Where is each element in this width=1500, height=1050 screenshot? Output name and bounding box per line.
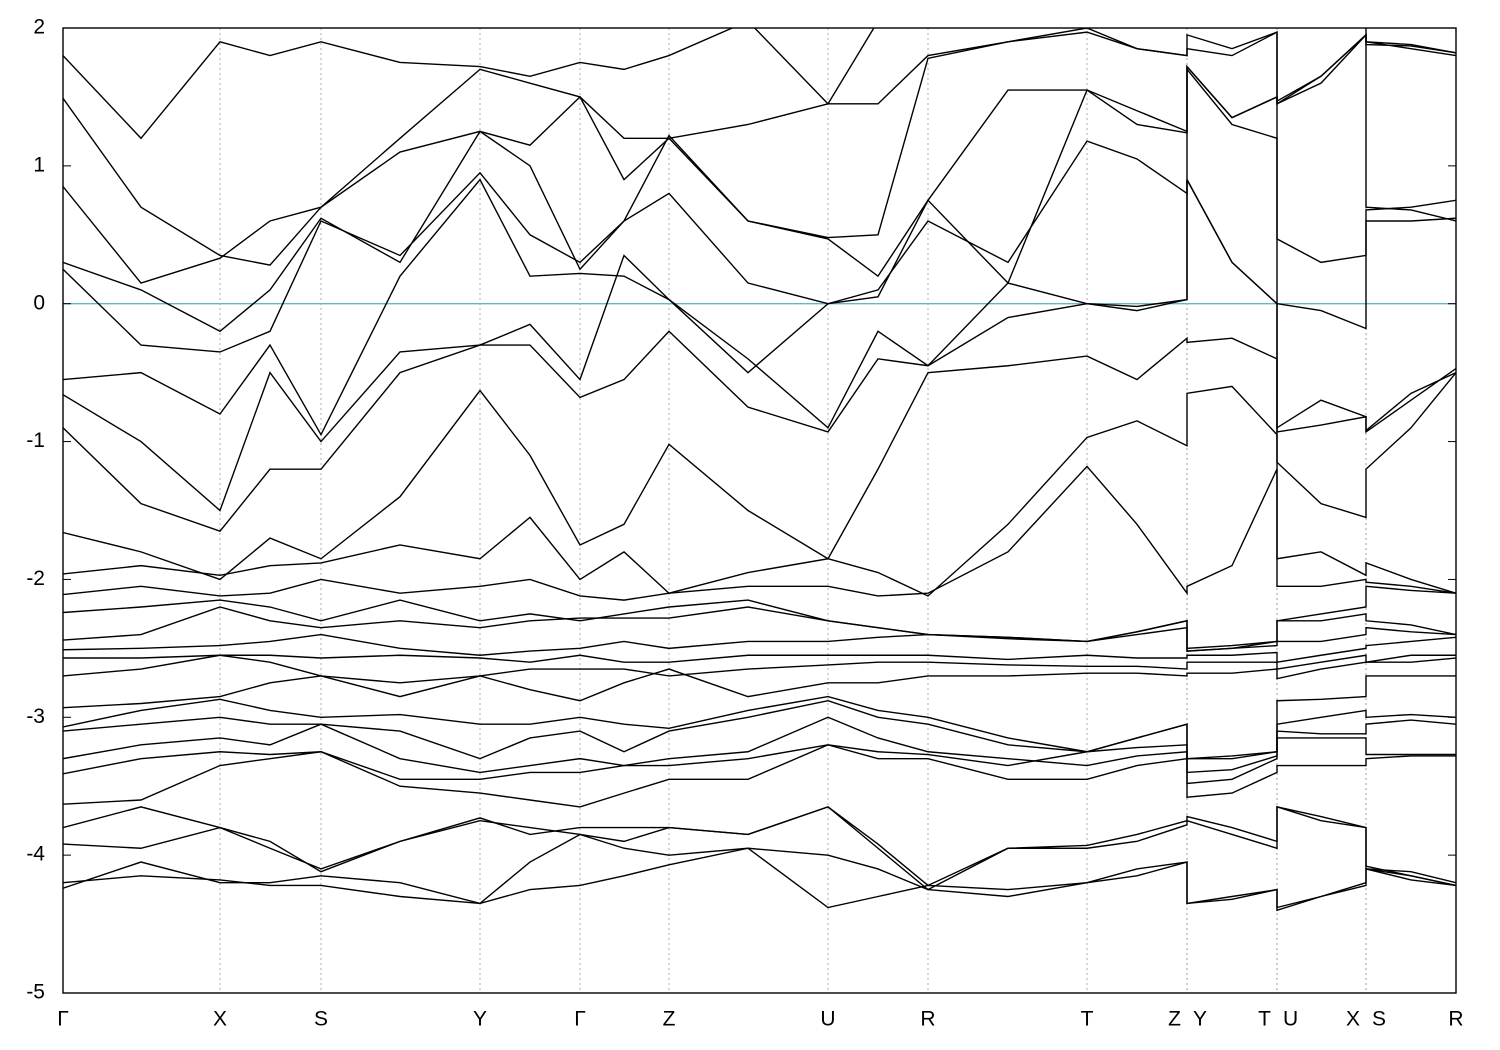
y-tick-label: -2 [26,567,45,590]
band-line [63,626,1456,656]
x-tick-label: Y [473,1008,487,1031]
band-line [63,67,1456,437]
x-tick-label: S [1372,1008,1386,1031]
band-line [63,833,1456,912]
band-line [63,30,1456,284]
band-line [63,737,1456,785]
band-line [63,700,1456,760]
x-tick-label: X [213,1008,227,1031]
band-line [63,744,1456,808]
band-line [63,465,1456,601]
x-tick-label: U [1283,1008,1298,1031]
y-tick-label: -4 [26,843,45,866]
band-line [63,64,1456,353]
band-line [63,385,1456,597]
band-line [63,806,1456,887]
band-line [63,657,1456,709]
x-tick-label: U [820,1008,835,1031]
x-tick-label: R [1448,1008,1463,1031]
band-line [63,179,1456,533]
band-layer [63,28,1456,912]
band-line [63,675,1456,760]
band-line [63,654,1456,698]
x-tick-label: Γ [57,1008,69,1031]
band-line [63,847,1456,909]
band-line [63,28,1456,266]
band-line [63,585,1456,650]
y-tick-label: -5 [26,981,45,1004]
x-tick-label: T [1081,1008,1094,1031]
band-line [63,716,1456,774]
band-line [63,336,1456,581]
x-tick-label: Z [1168,1008,1181,1031]
y-tick-label: 0 [33,291,45,314]
x-tick-label: Z [663,1008,676,1031]
x-tick-label: X [1346,1008,1360,1031]
plot-frame [62,27,1457,994]
y-tick-label: 1 [33,153,45,176]
band-line [63,33,1456,333]
x-tick-label: Y [1193,1008,1207,1031]
x-tick-label: T [1258,1008,1271,1031]
y-tick-label: -3 [26,705,45,728]
y-tick-label: 2 [33,16,45,39]
band-line [63,28,1456,140]
band-line [63,179,1456,512]
x-tick-label: S [314,1008,328,1031]
band-line [63,636,1456,663]
band-line [63,805,1456,891]
x-tick-label: Γ [574,1008,586,1031]
y-tick-label: -1 [26,429,45,452]
x-tick-label: R [920,1008,935,1031]
grid-layer [62,28,1457,993]
